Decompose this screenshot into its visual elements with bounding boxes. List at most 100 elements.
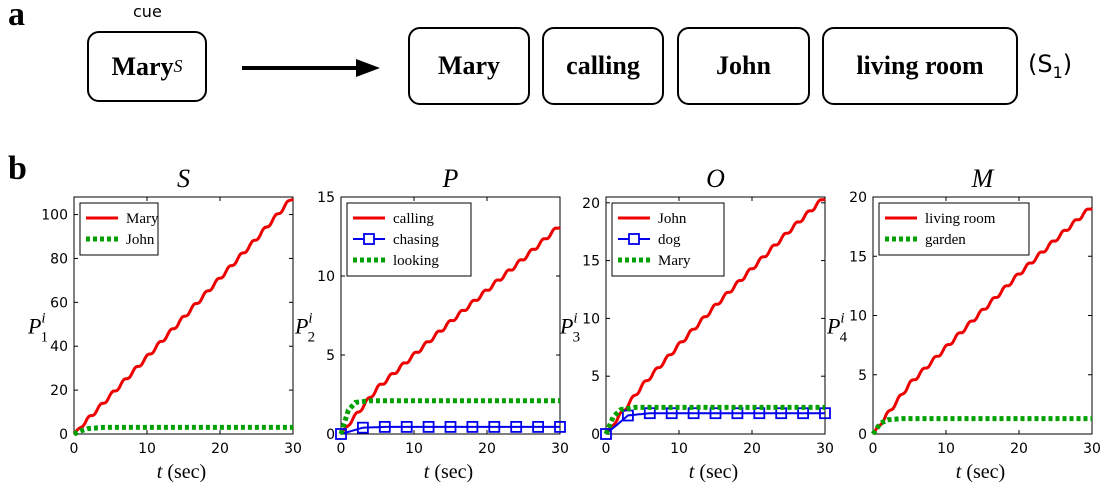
y-tick-label: 0 xyxy=(326,427,335,443)
sentence-box-4-label: living room xyxy=(856,51,984,80)
legend-swatch-marker xyxy=(628,233,640,245)
x-tick-label: 20 xyxy=(743,441,761,457)
y-tick-label: 80 xyxy=(50,251,68,267)
x-axis-unit: (sec) xyxy=(167,461,206,483)
series-marker-chasing xyxy=(422,420,435,433)
y-axis-label: Pi 1 xyxy=(27,311,48,346)
y-tick-label: 20 xyxy=(849,190,867,206)
y-axis-sup: i xyxy=(41,311,45,327)
y-axis-sub: 2 xyxy=(308,330,316,346)
series-marker-dog xyxy=(731,407,744,420)
y-axis-base: P xyxy=(294,314,308,339)
chart-title: O xyxy=(706,164,725,193)
series-line-dog xyxy=(605,412,825,435)
y-tick-label: 10 xyxy=(849,309,867,325)
x-tick-label: 30 xyxy=(284,441,302,457)
x-axis-var: t xyxy=(956,461,967,483)
series-line-living-room xyxy=(871,207,1093,435)
series-line-calling xyxy=(339,226,561,435)
series-marker-chasing xyxy=(466,420,479,433)
series-marker-chasing xyxy=(510,420,523,433)
legend-label: dog xyxy=(658,232,681,248)
y-tick-label: 40 xyxy=(50,339,68,355)
x-axis-unit: (sec) xyxy=(434,461,473,483)
series-marker-dog xyxy=(753,407,766,420)
x-tick-label: 30 xyxy=(551,441,569,457)
series-line-looking xyxy=(338,398,560,435)
series-marker-dog xyxy=(600,428,612,440)
legend-label: Mary xyxy=(658,253,691,269)
y-tick-label: 0 xyxy=(59,427,68,443)
x-tick-label: 0 xyxy=(70,441,79,457)
cue-box-subscript: S xyxy=(173,56,183,76)
y-tick-label: 60 xyxy=(50,295,68,311)
y-axis-label: Pi 3 xyxy=(559,311,580,346)
series-line-mary xyxy=(72,197,295,435)
series-line-chasing xyxy=(340,425,560,435)
chart-title: P xyxy=(442,164,459,193)
x-tick-label: 20 xyxy=(211,441,229,457)
y-axis-sup: i xyxy=(573,311,577,327)
sentence-label-sub: 1 xyxy=(1052,62,1063,82)
sentence-box-2: calling xyxy=(542,27,664,105)
series-marker-chasing xyxy=(554,420,566,433)
x-tick-label: 20 xyxy=(1010,441,1028,457)
y-tick-label: 5 xyxy=(591,369,600,385)
y-tick-label: 20 xyxy=(50,383,68,399)
y-tick-label: 0 xyxy=(858,427,867,443)
y-tick-label: 15 xyxy=(317,190,335,206)
x-axis-unit: (sec) xyxy=(966,461,1005,483)
y-tick-label: 20 xyxy=(582,196,600,212)
legend-label: garden xyxy=(925,232,966,248)
x-axis-label: t (sec) xyxy=(424,461,473,483)
x-tick-label: 0 xyxy=(337,441,346,457)
series-line-john xyxy=(72,424,293,437)
series-line-john xyxy=(604,197,826,435)
y-axis-sub: 4 xyxy=(840,330,848,346)
series-marker-dog xyxy=(709,407,722,420)
x-axis-label: t (sec) xyxy=(157,461,206,483)
panel-b-letter: b xyxy=(8,150,27,187)
cue-arrow xyxy=(242,59,380,77)
x-tick-label: 30 xyxy=(816,441,834,457)
x-axis-label: t (sec) xyxy=(956,461,1005,483)
x-axis-var: t xyxy=(424,461,435,483)
sentence-label: (S1) xyxy=(1028,50,1072,82)
sentence-label-close: ) xyxy=(1062,50,1073,78)
chart-title: S xyxy=(177,164,190,193)
legend-box xyxy=(79,202,159,256)
y-axis-sub: 1 xyxy=(41,330,49,346)
series-marker-dog xyxy=(687,407,700,420)
sentence-box-1-label: Mary xyxy=(437,51,501,80)
y-tick-label: 10 xyxy=(582,311,600,327)
sentence-label-open: (S xyxy=(1028,50,1053,78)
y-tick-label: 100 xyxy=(41,208,68,224)
x-axis-unit: (sec) xyxy=(699,461,738,483)
plot-frame xyxy=(605,196,826,435)
chart-3: O 0 10 20 30 0 5 10 15 20 t (sec) Pi 3 John dog Mary xyxy=(559,164,834,483)
plot-frame xyxy=(73,196,294,435)
y-axis-label: Pi 2 xyxy=(294,311,315,346)
x-axis-var: t xyxy=(689,461,700,483)
cue-box-label: Mary xyxy=(111,51,174,81)
legend-box xyxy=(878,202,1030,256)
series-marker-chasing xyxy=(335,428,347,440)
x-tick-label: 20 xyxy=(478,441,496,457)
y-axis-label: Pi 4 xyxy=(826,311,848,346)
y-tick-label: 10 xyxy=(317,269,335,285)
series-marker-chasing xyxy=(532,420,544,433)
y-tick-label: 0 xyxy=(591,427,600,443)
x-tick-label: 30 xyxy=(1083,441,1101,457)
series-marker-chasing xyxy=(356,421,369,434)
legend-label: looking xyxy=(393,253,439,269)
y-tick-label: 5 xyxy=(858,368,867,384)
y-axis-sup: i xyxy=(840,311,844,327)
x-tick-label: 0 xyxy=(869,441,878,457)
series-line-garden xyxy=(870,416,1092,436)
x-axis-label: t (sec) xyxy=(689,461,738,483)
x-tick-label: 10 xyxy=(670,441,688,457)
chart-title: M xyxy=(971,164,995,193)
legend-label: calling xyxy=(393,211,434,227)
cue-box: Mary S xyxy=(87,31,207,102)
